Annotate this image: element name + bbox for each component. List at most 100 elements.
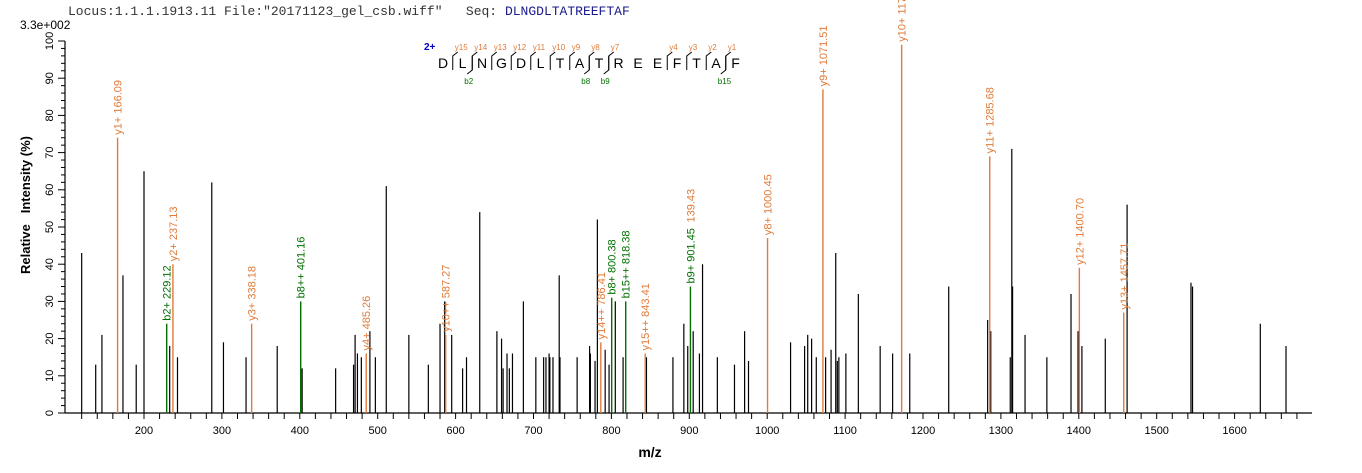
x-tick-label: 1400 — [1067, 425, 1091, 437]
y-fragment-mark — [549, 51, 556, 70]
residue: T — [692, 55, 701, 71]
peak-label: y14++ 786.41 — [596, 272, 608, 339]
peak-label: 139.43 — [685, 189, 697, 223]
residue: L — [537, 55, 545, 71]
x-tick-label: 900 — [680, 425, 698, 437]
y-fragment-mark — [530, 51, 537, 70]
y-tick-label: 90 — [44, 72, 56, 84]
peaks — [81, 148, 1287, 413]
y-fragment-label: y4 — [669, 43, 678, 52]
residue: R — [613, 55, 623, 71]
b-fragment-mark — [583, 56, 590, 75]
residue: A — [575, 55, 585, 71]
x-axis-label: m/z — [638, 444, 661, 460]
y-fragment-label: y9 — [572, 43, 581, 52]
y-axis-label: Relative Intensity (%) — [18, 136, 33, 274]
y-fragment-mark — [686, 51, 693, 70]
y-fragment-label: y15 — [455, 43, 468, 52]
y-tick-label: 30 — [44, 295, 56, 307]
charge-state: 2+ — [424, 42, 436, 53]
peak-label: y10++ 587.27 — [441, 265, 453, 332]
x-tick-label: 800 — [602, 425, 620, 437]
y-fragment-mark — [588, 51, 595, 70]
residue: A — [711, 55, 721, 71]
x-tick-label: 500 — [369, 425, 387, 437]
peak-label: y15++ 843.41 — [640, 283, 652, 350]
peak-label: b2+ 229.12 — [162, 265, 174, 320]
residue: D — [438, 55, 448, 71]
y-fragment-mark — [452, 51, 459, 70]
residue: T — [595, 55, 604, 71]
residue: L — [459, 55, 467, 71]
file-label: File: — [224, 4, 264, 19]
peak-label: b15++ 818.38 — [621, 230, 633, 298]
y-fragment-mark — [725, 51, 732, 70]
b-fragment-label: b2 — [464, 77, 473, 86]
x-tick-label: 1100 — [833, 425, 857, 437]
y-tick-label: 80 — [44, 109, 56, 121]
y-fragment-mark — [491, 51, 498, 70]
y-fragment-label: y1 — [728, 43, 737, 52]
peak-label: y2+ 237.13 — [168, 206, 180, 261]
y-fragment-label: y11 — [533, 43, 546, 52]
b-fragment-mark — [466, 56, 473, 75]
x-tick-label: 300 — [213, 425, 231, 437]
locus-value: 1.1.1.1913.11 — [114, 4, 217, 19]
b-fragment-mark — [603, 56, 610, 75]
x-tick-label: 1300 — [989, 425, 1013, 437]
locus-label: Locus: — [68, 4, 115, 19]
y-fragment-label: y10 — [552, 43, 565, 52]
peak-label: y4+ 485.26 — [361, 296, 373, 351]
b-fragment-label: b8 — [581, 77, 590, 86]
seq-value: DLNGDLTATREEFTAF — [504, 4, 630, 19]
residue: G — [496, 55, 507, 71]
residue: F — [731, 55, 740, 71]
y-fragment-label: y3 — [689, 43, 698, 52]
b-fragment-mark — [720, 56, 727, 75]
x-tick-label: 400 — [291, 425, 309, 437]
y-tick-label: 60 — [44, 184, 56, 196]
x-tick-label: 200 — [135, 425, 153, 437]
y-fragment-mark — [510, 51, 517, 70]
y-tick-label: 70 — [44, 146, 56, 158]
spectrum-title: Locus:1.1.1.1913.11 File:"20171123_gel_c… — [68, 4, 630, 19]
peak-label: y13+ 1457.71 — [1119, 243, 1131, 310]
residue: F — [673, 55, 682, 71]
residue: N — [477, 55, 487, 71]
peak-label: y10+ 1172.60 — [897, 0, 909, 42]
b-fragment-label: b15 — [718, 77, 732, 86]
residue: E — [653, 55, 662, 71]
y-fragment-mark — [705, 51, 712, 70]
y-fragment-label: y8 — [591, 43, 600, 52]
x-tick-label: 1200 — [911, 425, 935, 437]
annotated-peaks: y1+ 166.09 b2+ 229.12 y2+ 237.13 y3+ 338.18… — [113, 0, 1131, 413]
peak-label: y1+ 166.09 — [113, 80, 125, 135]
y-fragment-mark — [666, 51, 673, 70]
peak-label: y9+ 1071.51 — [818, 25, 830, 86]
peak-label: y8+ 1000.45 — [763, 174, 775, 235]
peak-label: b8+ 800.38 — [607, 239, 619, 294]
x-tick-label: 700 — [524, 425, 542, 437]
x-tick-label: 1500 — [1144, 425, 1168, 437]
x-tick-label: 600 — [446, 425, 464, 437]
x-tick-label: 1000 — [755, 425, 779, 437]
y-tick-label: 50 — [44, 221, 56, 233]
seq-label: Seq: — [465, 4, 498, 19]
peak-label: y12+ 1400.70 — [1074, 198, 1086, 265]
y-tick-label: 100 — [44, 32, 56, 50]
intensity-scale: 3.3e+002 — [20, 18, 71, 32]
peak-label: b9+ 901.45 — [685, 228, 697, 283]
y-fragment-mark — [569, 51, 576, 70]
file-value: "20171123_gel_csb.wiff" — [263, 4, 443, 19]
y-tick-label: 20 — [44, 332, 56, 344]
y-fragment-label: y12 — [513, 43, 526, 52]
y-tick-label: 0 — [44, 410, 56, 416]
x-tick-label: 1600 — [1222, 425, 1246, 437]
y-fragment-label: y2 — [708, 43, 717, 52]
y-tick-label: 10 — [44, 370, 56, 382]
y-fragment-label: y7 — [611, 43, 620, 52]
y-fragment-label: y13 — [494, 43, 507, 52]
peak-label: b8++ 401.16 — [296, 237, 308, 299]
b-fragment-label: b9 — [601, 77, 610, 86]
